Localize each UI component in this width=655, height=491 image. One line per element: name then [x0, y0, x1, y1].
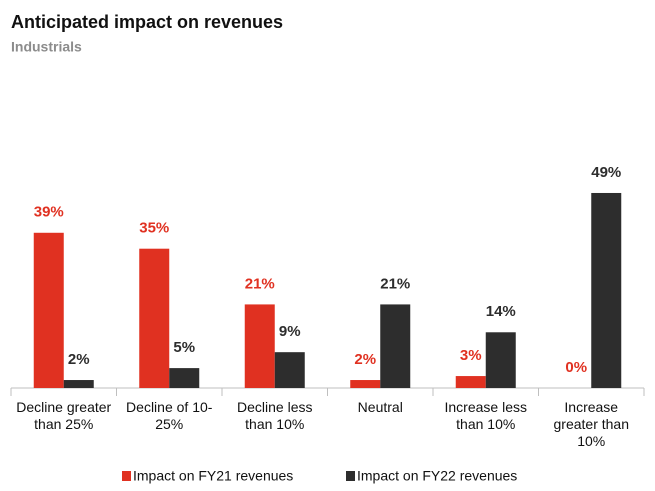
bar: [380, 304, 411, 388]
bar: [139, 248, 170, 388]
x-tick-label: Decline greater than 25%: [16, 399, 112, 432]
data-label: 3%: [460, 347, 482, 364]
data-label: 0%: [565, 359, 587, 376]
data-label: 9%: [279, 323, 301, 340]
legend-label: Impact on FY22 revenues: [357, 468, 517, 484]
bar: [274, 352, 305, 388]
x-tick-label: Neutral: [357, 399, 403, 415]
data-label: 5%: [173, 339, 195, 356]
data-label: 14%: [486, 303, 516, 320]
bar: [244, 304, 275, 388]
data-label: 2%: [354, 351, 376, 368]
x-tick-label: Decline less than 10%: [237, 399, 313, 432]
data-label: 39%: [34, 204, 64, 221]
data-label: 21%: [245, 275, 275, 292]
bar: [485, 332, 516, 388]
data-label: 35%: [139, 220, 169, 237]
bar: [169, 368, 200, 388]
legend-swatch: [346, 471, 355, 481]
legend-swatch: [122, 471, 131, 481]
data-label: 2%: [68, 351, 90, 368]
bar: [63, 380, 94, 388]
bar: [33, 232, 64, 388]
x-tick-label: Decline of 10-25%: [126, 399, 213, 432]
chart-subtitle: Industrials: [11, 39, 82, 55]
bar: [350, 380, 381, 388]
data-label: 21%: [380, 275, 410, 292]
bar: [591, 192, 622, 388]
legend-label: Impact on FY21 revenues: [133, 468, 293, 484]
x-tick-label: Increase greater than 10%: [553, 399, 630, 449]
chart-title: Anticipated impact on revenues: [11, 12, 283, 32]
data-label: 49%: [591, 164, 621, 181]
x-tick-label: Increase less than 10%: [444, 399, 527, 432]
bar: [455, 376, 486, 388]
